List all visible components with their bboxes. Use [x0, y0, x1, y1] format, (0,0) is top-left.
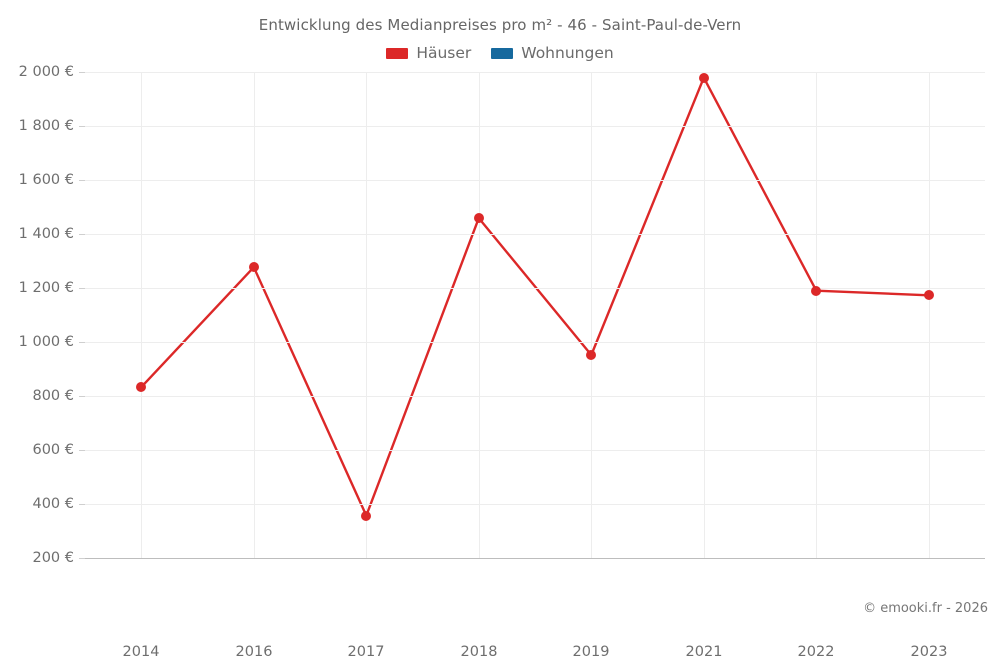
- y-axis-tick-label: 1 400 €: [18, 226, 74, 242]
- x-axis-line: [85, 558, 985, 559]
- footer-credit: © emooki.fr - 2026: [863, 601, 988, 616]
- gridline-horizontal: [85, 288, 985, 289]
- y-axis-tick-label: 1 600 €: [18, 172, 74, 188]
- gridline-horizontal: [85, 504, 985, 505]
- legend-item-hauser[interactable]: Häuser: [386, 44, 471, 62]
- x-axis-tick-label: 2017: [347, 644, 385, 660]
- data-point[interactable]: [136, 382, 147, 393]
- x-axis-tick-label: 2022: [797, 644, 835, 660]
- legend-swatch-hauser: [386, 47, 409, 59]
- gridline-horizontal: [85, 72, 985, 73]
- y-axis-tick-label: 1 200 €: [18, 280, 74, 296]
- gridline-vertical: [929, 72, 930, 558]
- y-axis-tick-mark: [79, 126, 85, 127]
- x-axis-tick-label: 2019: [572, 644, 610, 660]
- y-axis-tick-label: 2 000 €: [18, 64, 74, 80]
- gridline-vertical: [591, 72, 592, 558]
- gridline-vertical: [366, 72, 367, 558]
- data-point[interactable]: [473, 213, 484, 224]
- gridline-horizontal: [85, 234, 985, 235]
- chart-container: Entwicklung des Medianpreises pro m² - 4…: [0, 16, 1000, 660]
- data-point[interactable]: [248, 262, 259, 273]
- y-axis-tick-label: 600 €: [32, 442, 74, 458]
- data-point[interactable]: [811, 285, 822, 296]
- gridline-vertical: [141, 72, 142, 558]
- legend-label-wohnungen: Wohnungen: [521, 44, 614, 62]
- x-axis-tick-label: 2021: [685, 644, 723, 660]
- y-axis-tick-mark: [79, 558, 85, 559]
- data-point[interactable]: [923, 290, 934, 301]
- y-axis-tick-label: 200 €: [32, 550, 74, 566]
- x-axis-tick-label: 2018: [460, 644, 498, 660]
- y-axis-tick-mark: [79, 180, 85, 181]
- y-axis-tick-mark: [79, 288, 85, 289]
- legend-item-wohnungen[interactable]: Wohnungen: [491, 44, 614, 62]
- gridline-vertical: [254, 72, 255, 558]
- y-axis-tick-label: 400 €: [32, 496, 74, 512]
- x-axis-tick-label: 2014: [122, 644, 160, 660]
- gridline-vertical: [704, 72, 705, 558]
- gridline-horizontal: [85, 396, 985, 397]
- legend-swatch-wohnungen: [491, 47, 514, 59]
- y-axis-tick-mark: [79, 234, 85, 235]
- chart-title: Entwicklung des Medianpreises pro m² - 4…: [258, 16, 742, 34]
- y-axis-tick-label: 800 €: [32, 388, 74, 404]
- gridline-horizontal: [85, 342, 985, 343]
- gridline-horizontal: [85, 450, 985, 451]
- y-axis-tick-mark: [79, 396, 85, 397]
- gridline-vertical: [479, 72, 480, 558]
- data-point[interactable]: [361, 510, 372, 521]
- series-lines: [140, 76, 930, 517]
- chart-legend: Häuser Wohnungen: [0, 44, 1000, 62]
- legend-label-hauser: Häuser: [416, 44, 472, 62]
- y-axis-tick-label: 1 000 €: [18, 334, 74, 350]
- plot-area: 200 € 400 € 600 € 800 € 1 000 € 1 200 € 1 400 …: [19, 64, 985, 660]
- y-axis-tick-mark: [79, 504, 85, 505]
- y-axis-tick-mark: [79, 450, 85, 451]
- x-axis-tick-label: 2016: [235, 644, 273, 660]
- gridline-horizontal: [85, 180, 985, 181]
- data-point[interactable]: [586, 349, 597, 360]
- data-point[interactable]: [698, 72, 709, 83]
- y-axis-tick-label: 1 800 €: [18, 118, 74, 134]
- gridline-horizontal: [85, 126, 985, 127]
- y-axis-tick-mark: [79, 342, 85, 343]
- x-axis-tick-label: 2023: [910, 644, 948, 660]
- gridline-vertical: [816, 72, 817, 558]
- y-axis-tick-mark: [79, 72, 85, 73]
